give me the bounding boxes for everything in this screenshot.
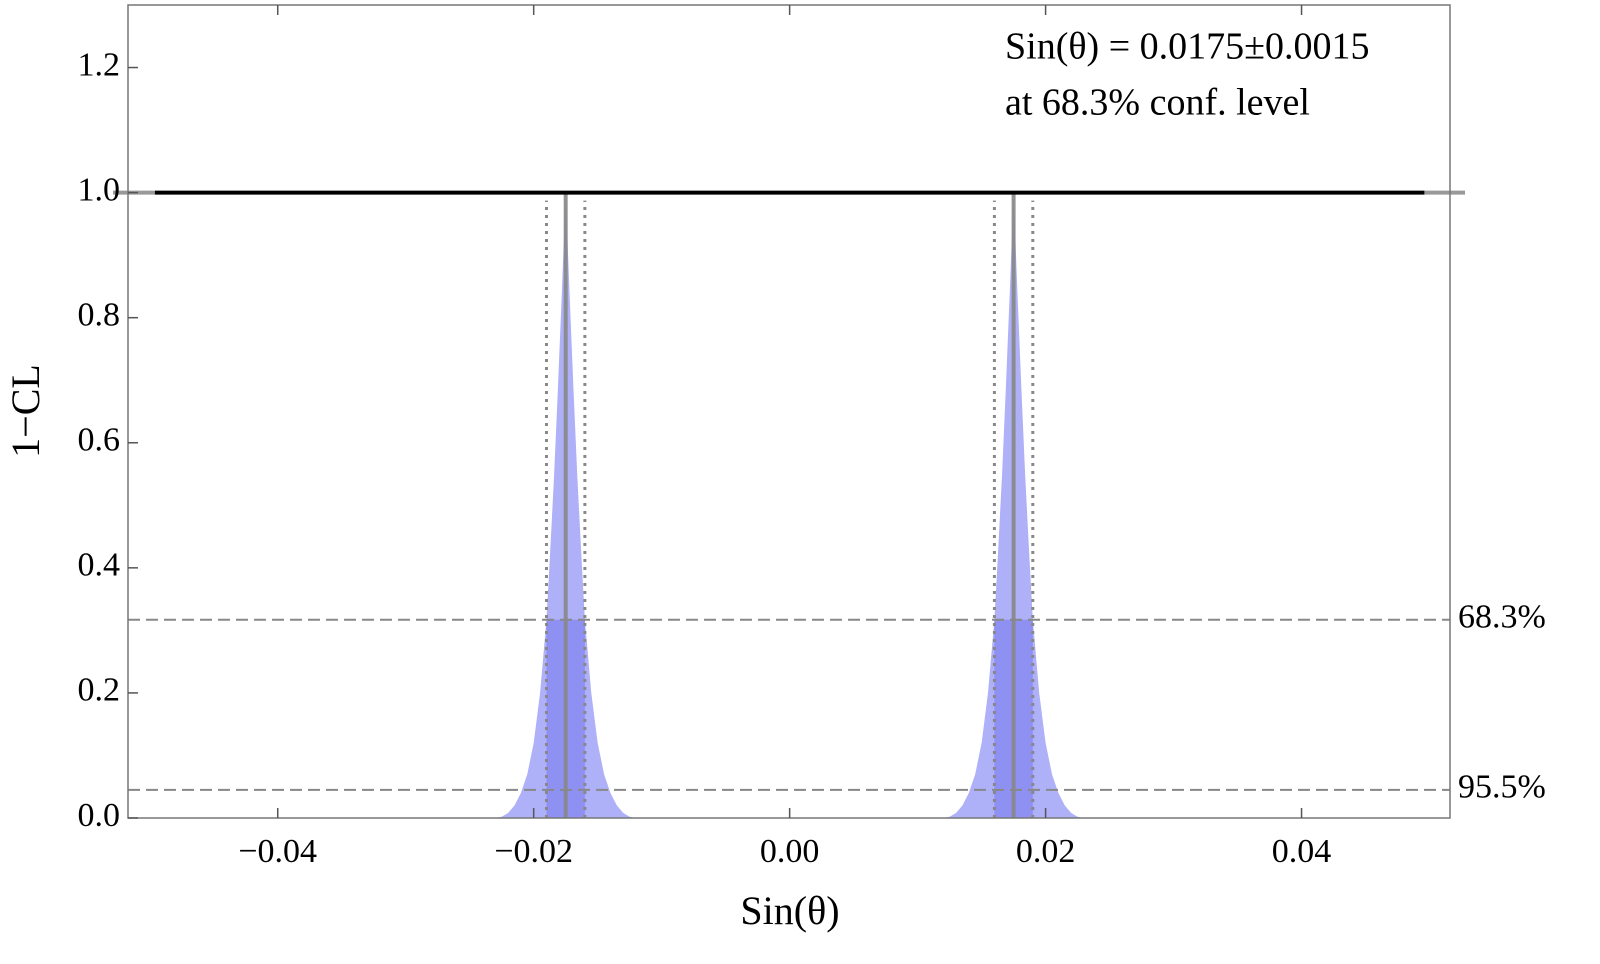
x-tick-label: 0.04 <box>1272 833 1332 870</box>
x-tick-label: −0.02 <box>494 833 573 870</box>
y-tick-label: 0.2 <box>78 672 121 709</box>
x-axis-label: Sin(θ) <box>740 888 839 933</box>
y-tick-label: 0.4 <box>78 547 121 584</box>
annotation: Sin(θ) = 0.0175±0.0015 <box>1005 26 1370 68</box>
y-tick-label: 0.0 <box>78 797 121 834</box>
level-label: 95.5% <box>1458 769 1546 806</box>
y-tick-label: 1.2 <box>78 46 121 83</box>
x-tick-label: 0.00 <box>760 833 820 870</box>
y-axis-label: 1−CL <box>3 364 48 458</box>
y-tick-label: 1.0 <box>78 171 121 208</box>
y-tick-label: 0.6 <box>78 422 121 459</box>
x-tick-label: 0.02 <box>1016 833 1076 870</box>
annotation: at 68.3% conf. level <box>1005 82 1310 124</box>
y-tick-label: 0.8 <box>78 296 121 333</box>
x-tick-label: −0.04 <box>238 833 317 870</box>
plot-frame <box>127 4 1451 819</box>
level-label: 68.3% <box>1458 599 1546 636</box>
